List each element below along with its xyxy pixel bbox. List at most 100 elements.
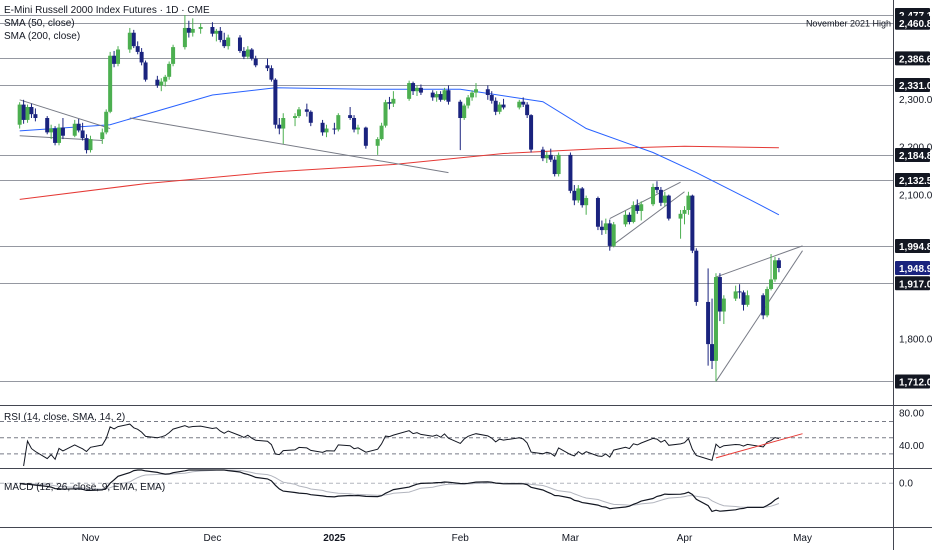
candle-body (525, 104, 530, 116)
candle-body (470, 92, 475, 98)
candle-body (462, 105, 467, 119)
trendline (19, 99, 111, 130)
level-tag: 2,386.6 (899, 54, 932, 65)
candle-body (112, 55, 117, 64)
level-tag-bg (895, 51, 930, 66)
candle-body (411, 83, 416, 92)
candle-body (603, 223, 608, 231)
candle-body (336, 115, 341, 130)
level-tag-bg (895, 15, 930, 30)
candle-body (159, 81, 164, 86)
candle-body (623, 214, 628, 225)
candle-body (706, 301, 711, 345)
candle-body (355, 127, 360, 130)
candle-body (710, 344, 715, 361)
candle-body (53, 128, 58, 143)
candle-body (104, 111, 109, 133)
level-tag-bg (895, 173, 930, 188)
candle-body (57, 127, 62, 143)
candle-body (379, 125, 384, 140)
candle-body (108, 55, 113, 112)
candle-body (198, 26, 203, 29)
candle-body (167, 63, 172, 77)
candle-body (269, 68, 274, 80)
level-tag-bg (895, 374, 930, 389)
macd-tick-label: 0.0 (899, 478, 913, 489)
candle-body (654, 186, 659, 190)
candle-body (584, 198, 589, 206)
candle-body (544, 154, 549, 159)
candle-body (352, 118, 357, 130)
candle-body (595, 198, 600, 227)
candle-body (320, 122, 325, 133)
trendline (715, 250, 803, 382)
candle-body (717, 277, 722, 312)
candle-body (485, 89, 490, 96)
candle-body (304, 109, 309, 112)
candle-body (521, 101, 526, 105)
candle-body (572, 190, 577, 201)
candle-body (745, 295, 750, 305)
rsi-tick-label: 80.00 (899, 408, 924, 419)
candle-body (245, 49, 250, 57)
candle-body (765, 289, 770, 316)
candle-body (737, 291, 742, 293)
level-tag: 1,917.0 (899, 279, 932, 290)
candle-body (686, 195, 691, 210)
candle-body (418, 87, 423, 93)
candle-body (226, 37, 231, 47)
candle-body (741, 292, 746, 305)
candle-body (308, 111, 313, 123)
candle-body (529, 115, 534, 150)
candle-body (631, 205, 636, 222)
candle-body (29, 106, 34, 115)
candle-body (611, 224, 616, 246)
candle-body (407, 83, 412, 99)
candle-body (127, 32, 132, 50)
candle-body (218, 30, 223, 40)
candle-body (186, 27, 191, 33)
candle-body (434, 94, 439, 98)
candle-body (293, 116, 298, 119)
level-tag-bg (895, 77, 930, 92)
candle-body (214, 30, 219, 34)
rsi-title: RSI (14, close, SMA, 14, 2) (4, 412, 125, 423)
last-price-tag: 1,948.9 (899, 264, 932, 275)
trendline (129, 117, 449, 174)
candle-body (116, 49, 121, 64)
candle-body (135, 46, 140, 52)
candle-body (241, 50, 246, 57)
macd-line (19, 469, 780, 513)
candle-body (568, 154, 573, 191)
candle-body (552, 159, 557, 175)
level-tag: 1,712.0 (899, 377, 932, 388)
candle-body (635, 205, 640, 211)
trendline (609, 191, 685, 248)
candle-body (721, 298, 726, 312)
level-tag: 2,460.8 (899, 19, 932, 30)
macd-title: MACD (12, 26, close, 9, EMA, EMA) (4, 482, 165, 493)
candle-body (375, 139, 380, 146)
x-tick-label: Mar (562, 533, 580, 544)
candle-body (253, 58, 258, 66)
trendline (609, 181, 681, 220)
candle-body (442, 90, 447, 100)
candle-body (501, 104, 506, 108)
candle-body (296, 109, 301, 117)
level-tag: 1,994.8 (899, 242, 932, 253)
candle-body (690, 195, 695, 251)
candle-body (33, 114, 38, 119)
candle-body (383, 102, 388, 126)
candle-body (17, 104, 22, 125)
level-tag: 2,184.8 (899, 151, 932, 162)
candle-body (548, 154, 553, 160)
candle-body (678, 213, 683, 219)
x-tick-label: 2025 (323, 533, 346, 544)
candle-body (713, 277, 718, 361)
candle-body (414, 87, 419, 92)
candle-body (332, 128, 337, 130)
price-tick-label: 2,300.0 (899, 95, 932, 106)
x-tick-label: Feb (452, 533, 470, 544)
candle-body (446, 90, 451, 102)
